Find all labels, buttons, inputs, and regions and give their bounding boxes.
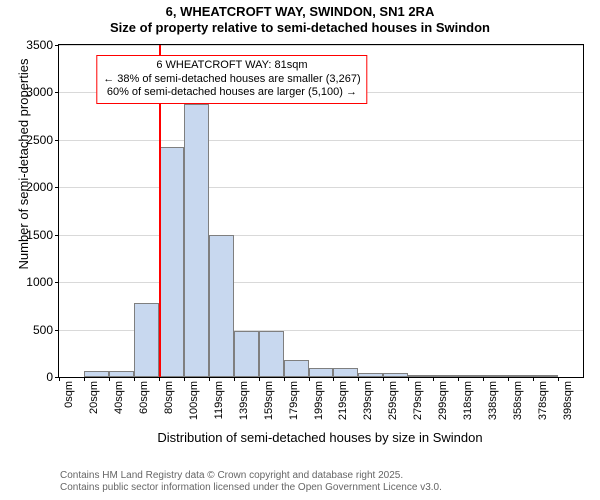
histogram-bar — [383, 373, 408, 377]
ytick-mark — [55, 187, 59, 188]
ytick-label: 2500 — [26, 133, 53, 147]
plot-area: 05001000150020002500300035000sqm20sqm40s… — [58, 44, 584, 378]
histogram-bar — [284, 360, 309, 377]
ytick-label: 1000 — [26, 275, 53, 289]
histogram-bar — [508, 375, 533, 377]
xtick-label: 119sqm — [213, 381, 225, 429]
xtick-mark — [458, 377, 459, 381]
xtick-label: 318sqm — [462, 381, 474, 429]
xtick-label: 100sqm — [188, 381, 200, 429]
histogram-bar — [483, 375, 508, 377]
xtick-label: 40sqm — [113, 381, 125, 429]
xtick-mark — [234, 377, 235, 381]
xtick-mark — [84, 377, 85, 381]
ytick-mark — [55, 235, 59, 236]
xtick-mark — [533, 377, 534, 381]
xtick-label: 219sqm — [337, 381, 349, 429]
xtick-label: 80sqm — [163, 381, 175, 429]
title-line-2: Size of property relative to semi-detach… — [0, 20, 600, 36]
xtick-mark — [408, 377, 409, 381]
ytick-mark — [55, 282, 59, 283]
xtick-label: 398sqm — [562, 381, 574, 429]
ytick-label: 3500 — [26, 38, 53, 52]
xtick-mark — [284, 377, 285, 381]
histogram-bar — [333, 368, 358, 377]
grid-line — [59, 282, 583, 283]
xtick-mark — [483, 377, 484, 381]
chart-container: 6, WHEATCROFT WAY, SWINDON, SN1 2RA Size… — [0, 0, 600, 500]
footnote-line-1: Contains HM Land Registry data © Crown c… — [60, 470, 590, 482]
ytick-mark — [55, 45, 59, 46]
histogram-bar — [84, 371, 109, 377]
histogram-bar — [209, 235, 234, 377]
title-line-1: 6, WHEATCROFT WAY, SWINDON, SN1 2RA — [0, 4, 600, 20]
xtick-mark — [209, 377, 210, 381]
footnote: Contains HM Land Registry data © Crown c… — [60, 470, 590, 494]
histogram-bar — [433, 375, 458, 377]
grid-line — [59, 187, 583, 188]
footnote-line-2: Contains public sector information licen… — [60, 482, 590, 494]
histogram-bar — [259, 331, 284, 377]
grid-line — [59, 45, 583, 46]
xtick-label: 378sqm — [537, 381, 549, 429]
xtick-mark — [508, 377, 509, 381]
annotation-line-3: 60% of semi-detached houses are larger (… — [103, 86, 360, 100]
histogram-bar — [358, 373, 383, 377]
annotation-line-1: 6 WHEATCROFT WAY: 81sqm — [103, 59, 360, 73]
ytick-label: 3000 — [26, 85, 53, 99]
annotation-line-2: ← 38% of semi-detached houses are smalle… — [103, 73, 360, 87]
annotation-box: 6 WHEATCROFT WAY: 81sqm ← 38% of semi-de… — [96, 55, 367, 104]
xtick-mark — [358, 377, 359, 381]
xtick-mark — [159, 377, 160, 381]
xtick-mark — [333, 377, 334, 381]
x-axis-label: Distribution of semi-detached houses by … — [58, 430, 582, 445]
histogram-bar — [458, 375, 483, 377]
grid-line — [59, 235, 583, 236]
histogram-bar — [184, 104, 209, 377]
xtick-label: 299sqm — [437, 381, 449, 429]
ytick-label: 500 — [33, 323, 53, 337]
histogram-bar — [159, 147, 184, 377]
histogram-bar — [408, 375, 433, 377]
xtick-label: 279sqm — [412, 381, 424, 429]
xtick-mark — [109, 377, 110, 381]
xtick-label: 179sqm — [288, 381, 300, 429]
histogram-bar — [134, 303, 159, 377]
xtick-label: 159sqm — [263, 381, 275, 429]
histogram-bar — [234, 331, 259, 377]
xtick-label: 20sqm — [88, 381, 100, 429]
chart-title: 6, WHEATCROFT WAY, SWINDON, SN1 2RA Size… — [0, 0, 600, 37]
xtick-label: 259sqm — [387, 381, 399, 429]
xtick-label: 60sqm — [138, 381, 150, 429]
xtick-label: 239sqm — [362, 381, 374, 429]
ytick-label: 1500 — [26, 228, 53, 242]
xtick-mark — [259, 377, 260, 381]
xtick-mark — [309, 377, 310, 381]
ytick-mark — [55, 92, 59, 93]
ytick-label: 2000 — [26, 180, 53, 194]
histogram-bar — [309, 368, 334, 377]
histogram-bar — [533, 375, 558, 377]
xtick-mark — [134, 377, 135, 381]
xtick-mark — [383, 377, 384, 381]
xtick-mark — [558, 377, 559, 381]
xtick-label: 338sqm — [487, 381, 499, 429]
grid-line — [59, 140, 583, 141]
ytick-label: 0 — [46, 370, 53, 384]
xtick-label: 358sqm — [512, 381, 524, 429]
xtick-label: 139sqm — [238, 381, 250, 429]
xtick-mark — [184, 377, 185, 381]
histogram-bar — [109, 371, 134, 377]
xtick-label: 199sqm — [313, 381, 325, 429]
ytick-mark — [55, 140, 59, 141]
xtick-mark — [433, 377, 434, 381]
ytick-mark — [55, 330, 59, 331]
xtick-mark — [59, 377, 60, 381]
xtick-label: 0sqm — [63, 381, 75, 429]
